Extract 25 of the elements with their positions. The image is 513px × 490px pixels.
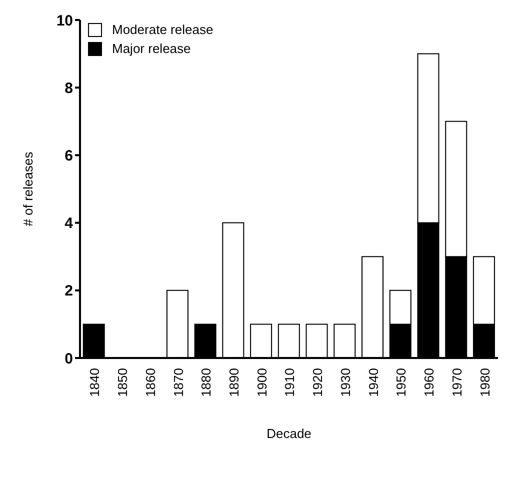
y-axis-title: # of releases <box>20 151 36 226</box>
legend-label: Moderate release <box>112 22 214 37</box>
x-tick-label: 1910 <box>282 368 298 397</box>
x-tick-label: 1960 <box>422 368 437 397</box>
y-tick-label: 4 <box>64 215 74 232</box>
x-tick-label: 1880 <box>198 368 214 397</box>
x-tick-label: 1870 <box>170 368 186 397</box>
x-tick-label: 1980 <box>477 368 492 397</box>
y-tick-label: 10 <box>56 12 73 30</box>
x-tick-label: 1930 <box>338 368 353 397</box>
y-tick-label: 2 <box>64 282 73 300</box>
x-axis-title: Decade <box>266 426 312 441</box>
x-tick-label: 1900 <box>254 368 270 397</box>
y-tick-label: 8 <box>64 80 73 97</box>
x-tick-label: 1940 <box>366 368 381 397</box>
x-tick-label: 1860 <box>142 368 158 397</box>
x-tick-label: 1920 <box>310 368 326 397</box>
x-tick-label: 1840 <box>87 368 102 397</box>
y-tick-label: 6 <box>64 148 73 165</box>
x-tick-label: 1890 <box>226 368 242 397</box>
x-tick-label: 1850 <box>115 368 130 397</box>
legend-label: Major release <box>112 41 191 56</box>
x-tick-label: 1970 <box>449 368 464 397</box>
y-tick-label: 0 <box>64 350 73 368</box>
x-tick-label: 1950 <box>394 368 409 397</box>
